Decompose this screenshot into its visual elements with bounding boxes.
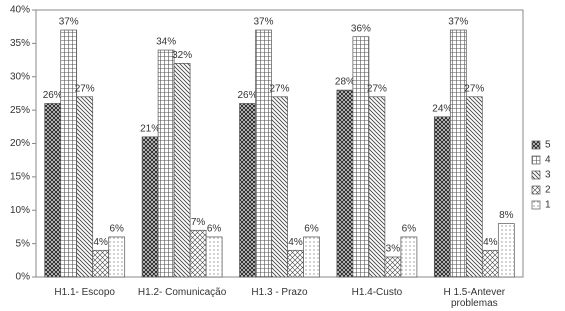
- value-label: 27%: [464, 83, 484, 94]
- value-label: 27%: [75, 83, 95, 94]
- bar: [239, 103, 256, 278]
- value-label: 36%: [351, 23, 371, 34]
- legend-label: 4: [545, 155, 551, 166]
- y-tick-label: 20%: [10, 138, 30, 149]
- bar: [384, 256, 402, 278]
- bar: [255, 29, 272, 278]
- value-label: 37%: [59, 17, 79, 28]
- y-tick-label: 0%: [16, 272, 31, 283]
- value-label: 37%: [448, 17, 468, 28]
- bar: [336, 89, 354, 278]
- bar: [287, 249, 304, 278]
- bar: [449, 29, 467, 278]
- value-label: 6%: [207, 224, 222, 235]
- y-tick-label: 15%: [10, 172, 30, 183]
- bar: [157, 49, 175, 278]
- value-label: 7%: [191, 217, 206, 228]
- legend-swatch: [531, 185, 541, 195]
- bar: [205, 236, 223, 278]
- bar: [108, 236, 126, 278]
- bar: [189, 229, 207, 278]
- y-tick-label: 40%: [10, 5, 30, 16]
- bar: [465, 96, 483, 278]
- value-label: 3%: [386, 244, 401, 255]
- bar: [141, 136, 159, 278]
- value-label: 26%: [237, 90, 257, 101]
- bar: [400, 236, 418, 278]
- value-label: 6%: [402, 224, 417, 235]
- value-label: 4%: [288, 237, 303, 248]
- y-tick-label: 10%: [10, 205, 30, 216]
- x-tick-label: H1.2- Comunicação: [137, 287, 227, 298]
- bar: [173, 63, 191, 278]
- x-tick-label: H 1.5-Antever problemas: [443, 287, 506, 309]
- value-label: 6%: [304, 224, 319, 235]
- x-tick-label: H1.3 - Prazo: [251, 287, 308, 298]
- value-label: 4%: [93, 237, 108, 248]
- bar: [481, 249, 499, 278]
- bar: [44, 103, 62, 278]
- value-label: 34%: [156, 37, 176, 48]
- bar: [271, 96, 288, 278]
- y-tick-label: 5%: [16, 238, 31, 249]
- x-tick-label: H1.4-Custo: [351, 287, 403, 298]
- bar: [76, 96, 94, 278]
- value-label: 37%: [253, 17, 273, 28]
- bar: [433, 116, 451, 278]
- y-tick-label: 30%: [10, 71, 30, 82]
- legend-swatch: [531, 155, 541, 165]
- bar: [60, 29, 78, 278]
- bar: [497, 223, 515, 278]
- bar: [303, 236, 320, 278]
- legend-label: 3: [545, 170, 551, 181]
- legend-swatch: [531, 200, 541, 210]
- value-label: 6%: [109, 224, 124, 235]
- value-label: 28%: [335, 77, 355, 88]
- x-tick-label: H1.1- Escopo: [54, 287, 115, 298]
- legend-label: 1: [545, 200, 551, 211]
- value-label: 27%: [269, 83, 289, 94]
- value-label: 26%: [43, 90, 63, 101]
- value-label: 32%: [172, 50, 192, 61]
- legend-swatch: [531, 140, 541, 150]
- bar: [368, 96, 386, 278]
- y-tick-label: 25%: [10, 105, 30, 116]
- bar: [352, 36, 370, 278]
- value-label: 8%: [499, 210, 514, 221]
- value-label: 4%: [483, 237, 498, 248]
- bar: [92, 249, 110, 278]
- y-tick-label: 35%: [10, 38, 30, 49]
- value-label: 21%: [140, 123, 160, 134]
- value-label: 27%: [367, 83, 387, 94]
- value-label: 24%: [432, 103, 452, 114]
- legend-label: 2: [545, 185, 551, 196]
- legend-swatch: [531, 170, 541, 180]
- legend-label: 5: [545, 140, 551, 151]
